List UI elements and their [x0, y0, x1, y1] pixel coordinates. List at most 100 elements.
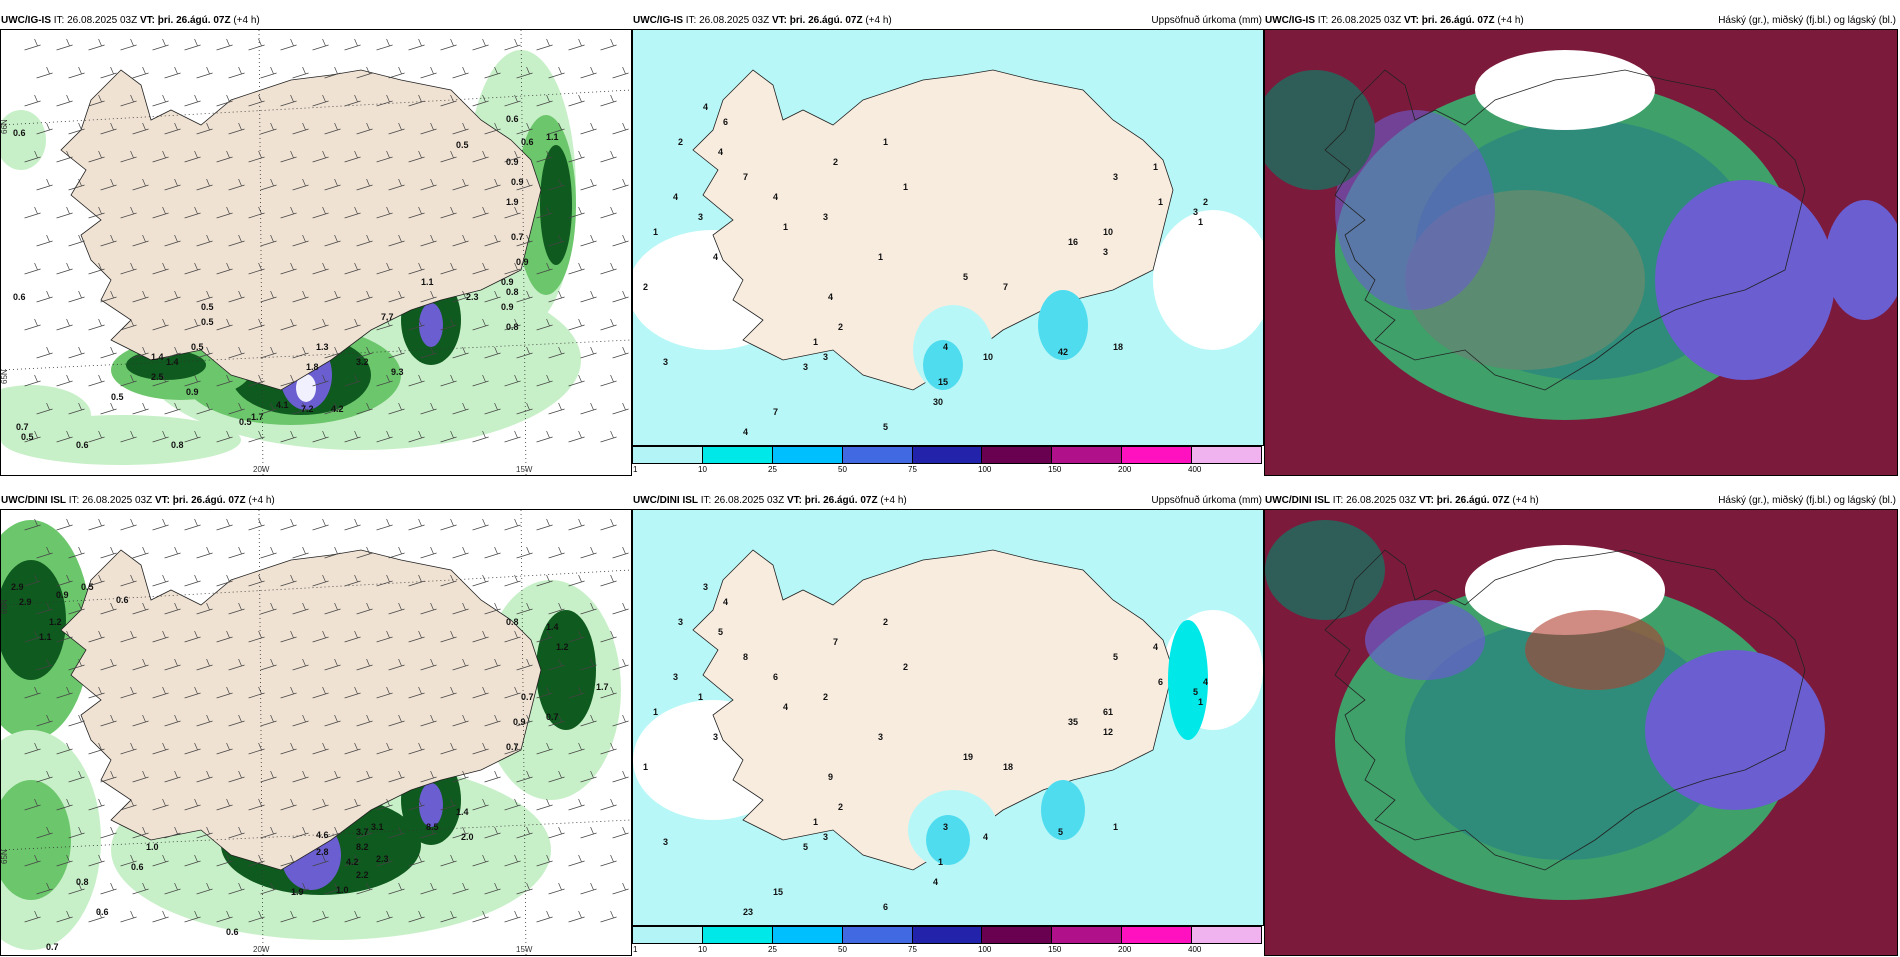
wind-barb: [420, 346, 437, 359]
wind-barb: [132, 882, 149, 895]
value-label: 2: [833, 157, 838, 167]
row2-cloud-panel: UWC/DINI ISL IT: 26.08.2025 03Z VT: þri.…: [1264, 493, 1898, 956]
wind-barb: [516, 178, 533, 191]
colorbar: [632, 446, 1262, 464]
wind-barb: [324, 122, 341, 135]
value-label: 4: [743, 427, 748, 437]
lat-label: 65N: [1, 849, 9, 864]
wind-barb: [248, 206, 265, 219]
wind-barb: [324, 658, 341, 671]
wind-barb: [216, 150, 233, 163]
wind-barb: [376, 206, 393, 219]
wind-barb: [24, 574, 41, 587]
value-label: 2: [838, 322, 843, 332]
wind-barb: [484, 546, 501, 559]
wind-barb: [344, 798, 361, 811]
value-label: 1: [1198, 217, 1203, 227]
wind-barb: [248, 518, 265, 531]
wind-barb: [280, 518, 297, 531]
wind-barb: [420, 234, 437, 247]
wind-barb: [56, 854, 73, 867]
value-label: 1.9: [291, 887, 304, 897]
value-labels: 4243123647414231114213341015301842574571…: [643, 102, 1208, 437]
value-label: 0.8: [506, 322, 519, 332]
wind-barb: [152, 262, 169, 275]
value-label: 18: [1113, 342, 1123, 352]
wind-barb: [536, 262, 553, 275]
wind-barb: [536, 798, 553, 811]
value-label: 1.3: [316, 342, 329, 352]
wind-barb: [312, 374, 329, 387]
wind-barb: [184, 742, 201, 755]
value-label: 5: [1193, 687, 1198, 697]
value-label: 0.7: [506, 742, 519, 752]
wind-barb: [580, 122, 597, 135]
wind-barb: [228, 602, 245, 615]
wind-barb: [120, 742, 137, 755]
wind-barb: [516, 122, 533, 135]
value-label: 9: [828, 772, 833, 782]
value-label: 4: [933, 877, 938, 887]
model-name: UWC/DINI ISL: [1, 495, 66, 506]
value-label: 0.7: [511, 232, 524, 242]
value-label: 10: [983, 352, 993, 362]
value-labels: 3331113458643722239213534141561523191835…: [643, 582, 1208, 917]
wind-barb: [376, 630, 393, 643]
wind-barb: [196, 234, 213, 247]
wind-barb: [548, 122, 565, 135]
wind-barb: [88, 630, 105, 643]
wind-barb: [132, 290, 149, 303]
value-label: 3: [703, 582, 708, 592]
wind-barb: [312, 430, 329, 443]
value-label: 3: [713, 732, 718, 742]
wind-barb: [132, 402, 149, 415]
wind-barb: [376, 318, 393, 331]
wind-barb: [440, 150, 457, 163]
colorbar-tick-label: 100: [978, 465, 992, 474]
value-label: 3.7: [356, 827, 369, 837]
value-label: 1: [783, 222, 788, 232]
wind-barb: [68, 658, 85, 671]
wind-barb: [376, 94, 393, 107]
value-label: 0.7: [46, 942, 59, 952]
value-label: 2: [1203, 197, 1208, 207]
wind-barb: [312, 854, 329, 867]
wind-barb: [56, 430, 73, 443]
wind-barb: [472, 630, 489, 643]
value-label: 6: [773, 672, 778, 682]
value-label: 4.6: [316, 830, 329, 840]
wind-barb: [356, 714, 373, 727]
wind-barb: [260, 346, 277, 359]
wind-barb: [196, 178, 213, 191]
wind-barb: [356, 178, 373, 191]
wind-barb: [132, 826, 149, 839]
wind-barb: [600, 150, 617, 163]
wind-barb: [504, 518, 521, 531]
colorbar: [632, 926, 1262, 944]
value-label: 1.4: [166, 357, 179, 367]
value-label: 4.1: [276, 400, 289, 410]
wind-map: 66N 65N 20W 15W 0.6 0.5 0.6 0.6 0.9 0.9 1.1 1.9…: [0, 29, 632, 476]
wind-barb: [216, 318, 233, 331]
value-label: 4: [673, 192, 678, 202]
wind-barb: [100, 546, 117, 559]
value-label: 23: [743, 907, 753, 917]
wind-barb: [580, 770, 597, 783]
cloud-map: [1264, 29, 1898, 476]
wind-barb: [164, 882, 181, 895]
wind-barb: [184, 854, 201, 867]
wind-barb: [600, 262, 617, 275]
value-label: 61: [1103, 707, 1113, 717]
wind-barb: [612, 178, 629, 191]
wind-barb: [36, 826, 53, 839]
wind-barb: [56, 150, 73, 163]
value-labels: 0.60.50.60.60.90.91.11.90.70.90.91.12.3 0…: [13, 114, 559, 450]
value-label: 2.3: [466, 292, 479, 302]
wind-barb: [516, 826, 533, 839]
wind-barb: [580, 290, 597, 303]
value-label: 4: [703, 102, 708, 112]
value-label: 0.9: [511, 177, 524, 187]
wind-barb: [184, 686, 201, 699]
wind-barb: [612, 346, 629, 359]
wind-barb: [36, 546, 53, 559]
